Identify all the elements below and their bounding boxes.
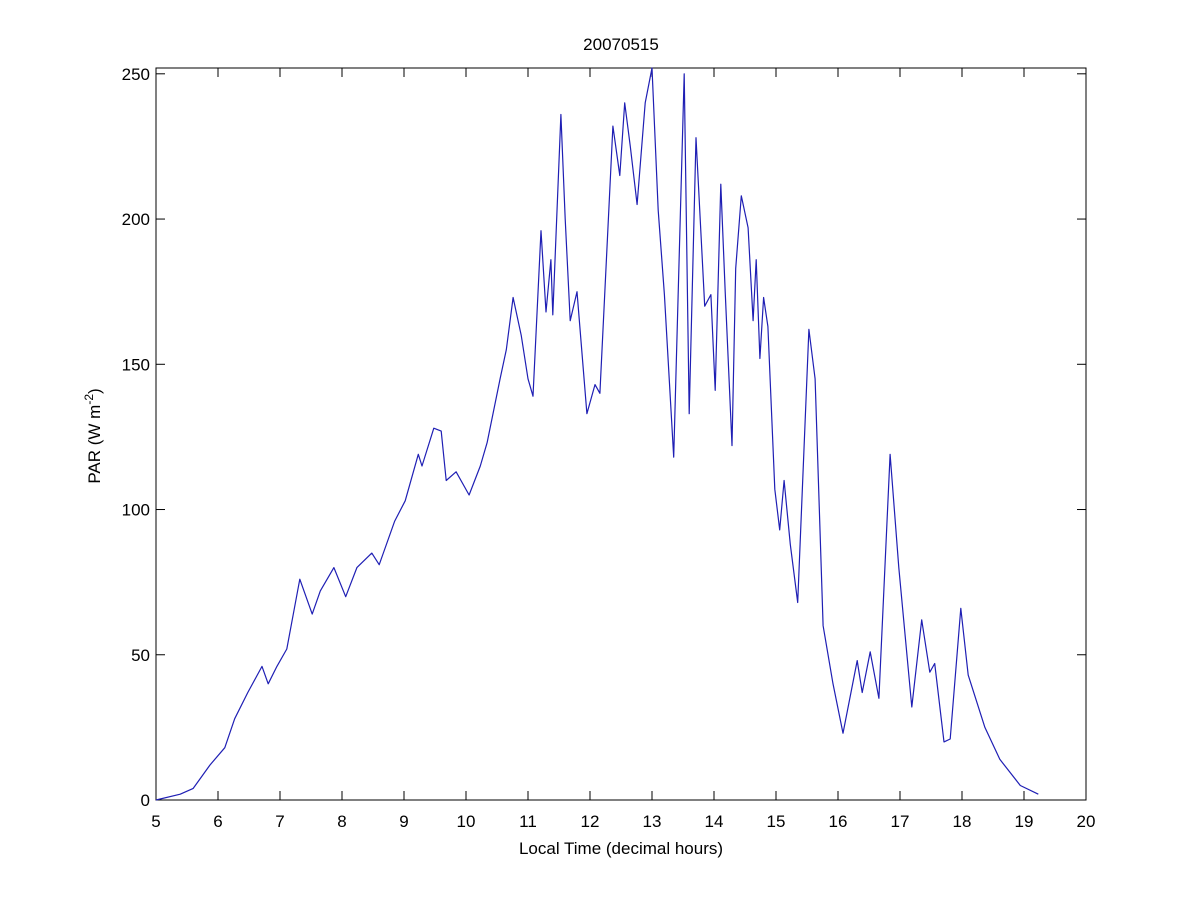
x-tick-label: 11 bbox=[519, 812, 537, 831]
y-label-sup: -2 bbox=[82, 394, 96, 405]
plot-frame bbox=[155, 67, 1087, 801]
y-axis-label: PAR (W m-2) bbox=[82, 388, 104, 483]
x-tick-label: 13 bbox=[643, 812, 662, 831]
y-tick-label: 0 bbox=[141, 791, 150, 810]
y-tick-label: 100 bbox=[122, 501, 150, 520]
y-tick-label: 250 bbox=[122, 65, 150, 84]
x-tick-label: 12 bbox=[581, 812, 600, 831]
y-label-end: ) bbox=[85, 388, 104, 394]
x-axis-label: Local Time (decimal hours) bbox=[519, 839, 723, 858]
x-tick-label: 8 bbox=[337, 812, 346, 831]
y-label-text: PAR (W m bbox=[85, 405, 104, 484]
data-line bbox=[155, 67, 1039, 801]
x-tick-label: 9 bbox=[399, 812, 408, 831]
x-tick-label: 18 bbox=[953, 812, 972, 831]
x-tick-label: 7 bbox=[275, 812, 284, 831]
x-tick-label: 17 bbox=[891, 812, 910, 831]
chart-title: 20070515 bbox=[583, 35, 659, 54]
x-tick-label: 19 bbox=[1015, 812, 1034, 831]
x-tick-label: 16 bbox=[829, 812, 848, 831]
x-tick-label: 15 bbox=[767, 812, 786, 831]
x-tick-label: 10 bbox=[457, 812, 476, 831]
y-tick-label: 150 bbox=[122, 355, 150, 374]
y-tick-label: 200 bbox=[122, 210, 150, 229]
y-tick-label: 50 bbox=[131, 646, 150, 665]
x-tick-label: 20 bbox=[1077, 812, 1096, 831]
x-tick-label: 6 bbox=[213, 812, 222, 831]
x-tick-label: 5 bbox=[151, 812, 160, 831]
x-tick-label: 14 bbox=[705, 812, 724, 831]
